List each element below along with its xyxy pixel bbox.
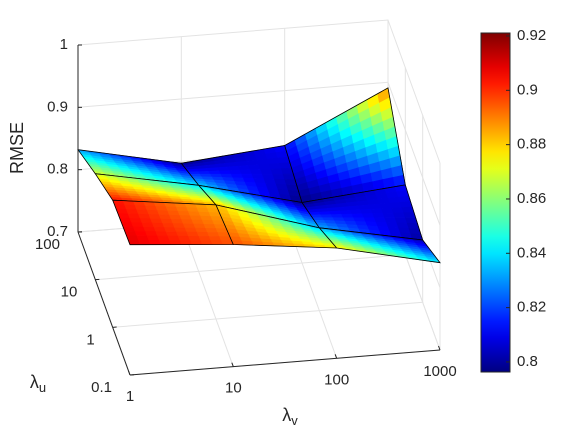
x-tick-label: 1000 — [423, 363, 456, 380]
surface-patch — [211, 241, 223, 245]
x-label-symbol: λ — [282, 405, 291, 425]
colorbar-tick-label: 0.82 — [517, 299, 546, 316]
surface-patch — [242, 174, 254, 178]
surface-patch — [354, 218, 366, 222]
surface-patch — [395, 218, 407, 223]
surface-patch — [373, 213, 385, 218]
x-tick — [335, 354, 337, 358]
z-axis-label: RMSE — [7, 122, 27, 174]
surface-patch — [219, 171, 231, 175]
surface-patch — [135, 232, 147, 237]
surface — [78, 88, 440, 263]
colorbar-tick-label: 0.9 — [517, 81, 538, 98]
surface-patch — [231, 174, 243, 178]
surface-patch — [144, 227, 156, 231]
x-tick — [129, 371, 131, 375]
surface-patch — [189, 236, 201, 240]
surface-patch — [209, 171, 221, 174]
z-tick-label: 0.8 — [47, 161, 68, 178]
colorbar — [481, 33, 510, 372]
z-tick-label: 0.7 — [47, 223, 68, 240]
surface-patch — [149, 240, 161, 244]
surface-patch — [371, 209, 383, 214]
y-label-subscript: u — [39, 380, 46, 395]
colorbar-tick-label: 0.8 — [517, 353, 538, 370]
z-tick-label: 0.9 — [47, 98, 68, 115]
z-tick-label: 1 — [60, 36, 68, 53]
colorbar-tick-label: 0.86 — [517, 190, 546, 207]
surface-patch — [218, 167, 230, 171]
y-tick-label: 1 — [86, 331, 94, 348]
surface-patch — [271, 169, 283, 174]
surface-patch — [331, 214, 343, 218]
surface-patch — [350, 210, 362, 214]
y-axis-label: λu — [30, 372, 46, 396]
surface-patch — [385, 218, 397, 223]
surface-patch — [390, 202, 402, 208]
surface-patch — [262, 174, 274, 179]
surface-patch — [199, 236, 211, 240]
axis-line — [130, 350, 440, 375]
surface-patch — [250, 169, 262, 174]
surface-patch — [393, 213, 405, 218]
x-tick — [232, 363, 234, 367]
x-tick-label: 10 — [225, 380, 242, 397]
surface-patch — [159, 240, 171, 244]
surface-patch — [180, 240, 192, 244]
x-axis-label: λv — [282, 405, 298, 429]
surface-patch — [259, 164, 271, 169]
surface-patch — [381, 208, 393, 213]
surface-patch — [166, 232, 178, 236]
surface-patch — [228, 166, 240, 170]
colorbar-tick-label: 0.84 — [517, 244, 546, 261]
y-label-symbol: λ — [30, 372, 39, 392]
surface-patch — [342, 214, 354, 218]
surface-patch — [380, 203, 392, 209]
surface-patch — [273, 174, 285, 179]
axis-line — [78, 232, 130, 375]
surface-cell — [285, 88, 406, 203]
surface-patch — [240, 170, 252, 174]
colorbar-tick-label: 0.88 — [517, 136, 546, 153]
x-tick-label: 1 — [126, 388, 134, 405]
y-tick-label: 10 — [61, 284, 78, 301]
x-tick-label: 100 — [324, 371, 349, 388]
surface-patch — [340, 210, 352, 214]
y-tick-label: 0.1 — [91, 379, 112, 396]
surface-patch — [249, 165, 261, 170]
surface-patch — [158, 236, 170, 240]
colorbar-tick-label: 0.92 — [517, 27, 546, 44]
surface-patch — [362, 214, 374, 218]
x-label-subscript: v — [291, 413, 298, 428]
surface-cell — [113, 200, 234, 245]
